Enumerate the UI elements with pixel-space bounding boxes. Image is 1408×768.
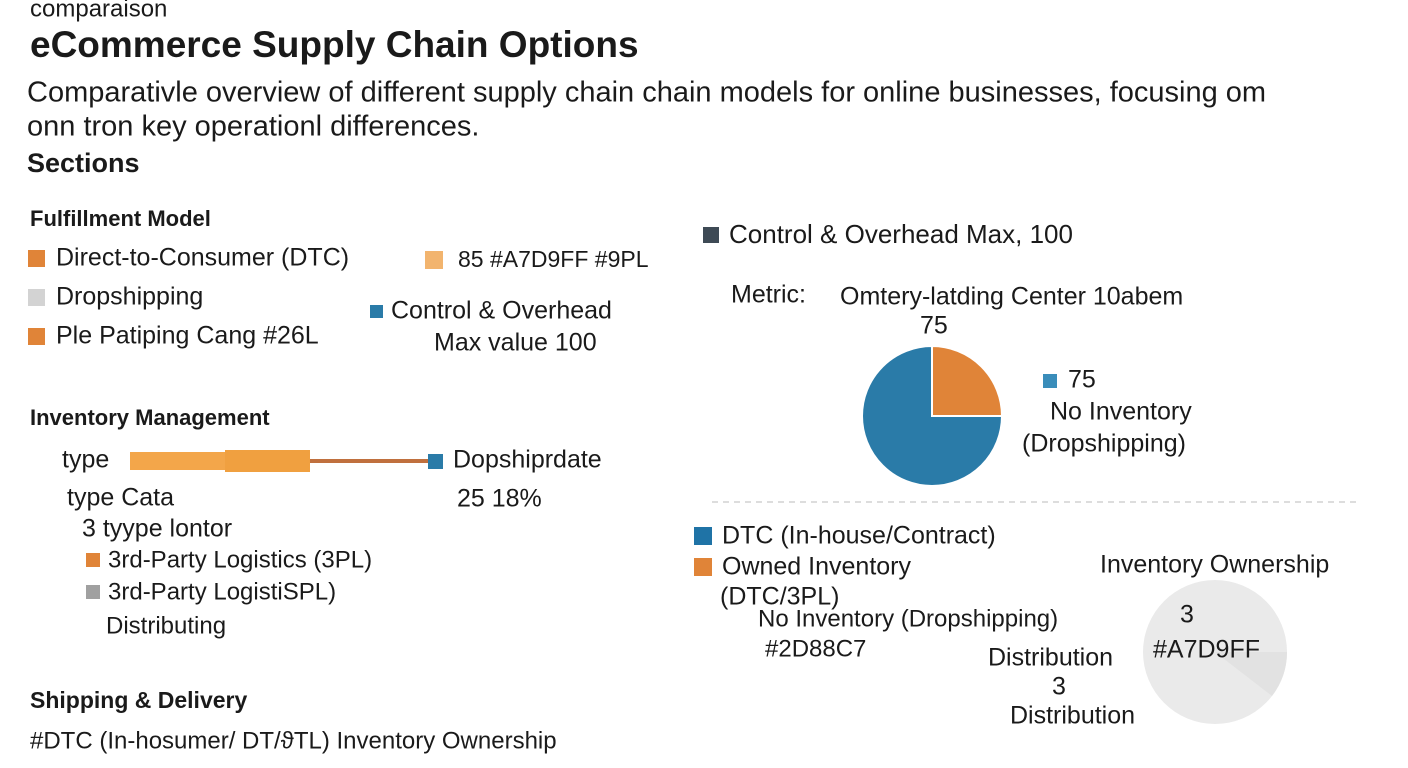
- ownership-slice: [1215, 652, 1287, 696]
- legend-label: 3rd-Party Logistics (3PL): [108, 546, 372, 573]
- legend-label: Direct-to-Consumer (DTC): [56, 244, 349, 272]
- metric-label: Metric:: [731, 281, 806, 309]
- legend-swatch: [28, 250, 45, 267]
- legend-swatch: [428, 454, 443, 469]
- legend-label: #2D88C7: [765, 635, 866, 662]
- control-label: Control & Overhead: [391, 297, 612, 325]
- legend-label: No Inventory (Dropshipping): [758, 605, 1058, 632]
- legend-label: Distribution: [1010, 702, 1135, 730]
- legend-swatch: [86, 585, 100, 599]
- legend-label: 3rd-Party LogistiSPL): [108, 578, 336, 605]
- legend-label: DTC (In-house/Contract): [722, 522, 996, 550]
- legend-label: Distribution: [988, 644, 1113, 672]
- bar-end-label: Dopshiprdate: [453, 446, 602, 474]
- bar-value: 25 18%: [457, 485, 542, 513]
- legend-label: 3: [1052, 673, 1066, 701]
- legend-label: (DTC/3PL): [720, 583, 839, 611]
- control-label: Max value 100: [434, 329, 597, 357]
- legend-swatch: [28, 289, 45, 306]
- subtitle: onn tron key operationl differences.: [27, 111, 479, 143]
- text-line: type Cata: [67, 484, 174, 512]
- section-label: Sections: [27, 148, 140, 178]
- legend-label: Owned Inventory: [722, 553, 911, 581]
- section-title: Inventory Management: [30, 405, 270, 430]
- pie-slice: [931, 344, 1004, 417]
- legend-label: Control & Overhead Max, 100: [729, 219, 1073, 249]
- bar-label: type: [62, 446, 109, 474]
- legend-swatch: [1043, 374, 1057, 388]
- legend-label: Ple Patiping Cang #26L: [56, 322, 319, 350]
- legend-label: Dropshipping: [56, 283, 203, 311]
- legend-swatch: [28, 328, 45, 345]
- legend-swatch: [694, 527, 712, 545]
- text-line: 3 tyype lontor: [82, 515, 232, 543]
- legend-swatch: [694, 558, 712, 576]
- note: 85 #A7D9FF #9PL: [458, 246, 649, 272]
- metric-name: Omtery-latding Center 10abem: [840, 283, 1183, 311]
- legend-swatch: [703, 227, 719, 243]
- chart-title: Inventory Ownership: [1100, 551, 1329, 579]
- pie-slice: [861, 344, 1004, 487]
- text-line: #DTC (In-hosumer/ DT/ϑTL) Inventory Owne…: [30, 727, 557, 754]
- legend-label: No Inventory: [1050, 398, 1192, 426]
- page-title: eCommerce Supply Chain Options: [30, 24, 639, 65]
- legend-swatch: [425, 251, 443, 269]
- pie-chart: [861, 344, 1004, 487]
- legend-swatch: [86, 553, 100, 567]
- pie-value-label: 75: [920, 312, 948, 340]
- bar-shape: [225, 450, 310, 472]
- section-title: Fulfillment Model: [30, 206, 211, 231]
- section-title: Shipping & Delivery: [30, 687, 247, 713]
- center-label: #A7D9FF: [1153, 636, 1260, 664]
- legend-value: 75: [1068, 366, 1096, 394]
- legend-label: (Dropshipping): [1022, 430, 1186, 458]
- subtitle: Comparativle overview of different suppl…: [27, 77, 1266, 109]
- center-label: 3: [1180, 601, 1194, 629]
- legend-swatch: [370, 305, 383, 318]
- footer-label: Distributing: [106, 612, 226, 639]
- kicker: comparaison: [30, 0, 167, 22]
